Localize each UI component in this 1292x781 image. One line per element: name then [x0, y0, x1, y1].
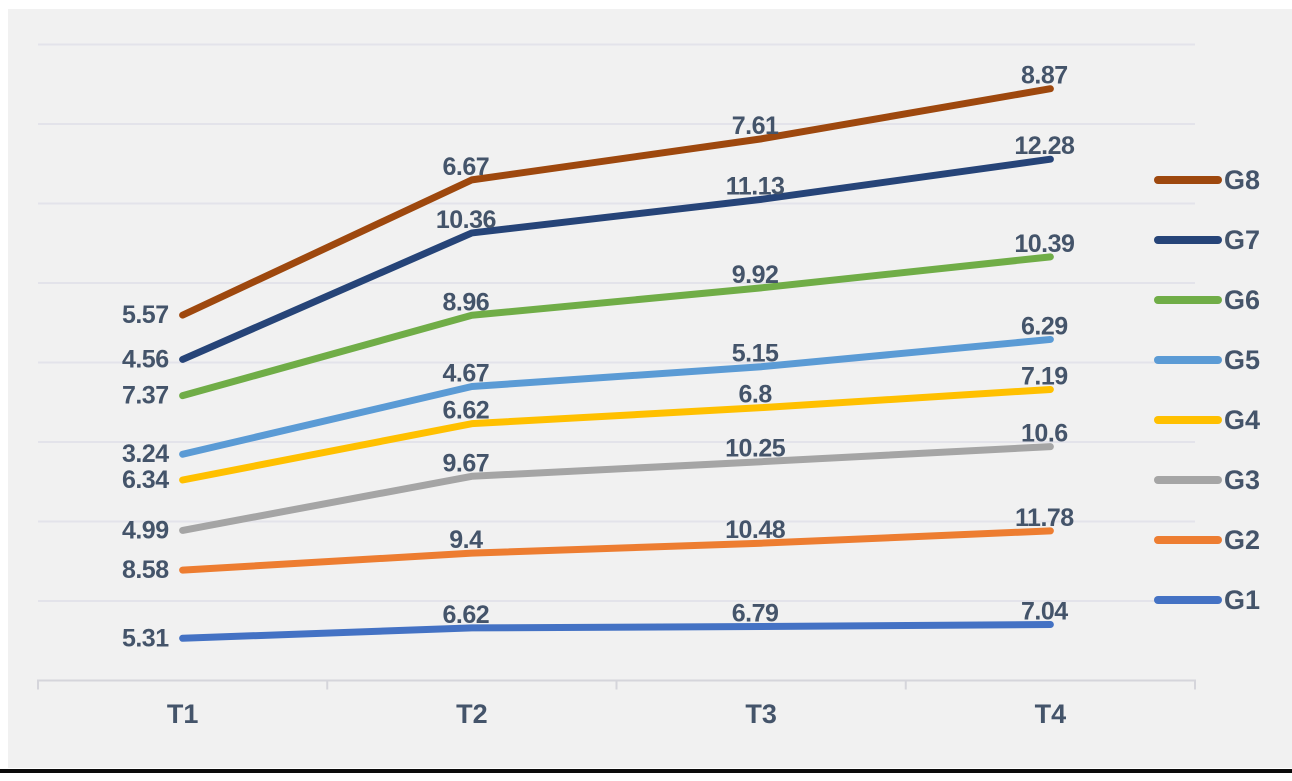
data-label-G4-T1: 6.34 — [122, 466, 169, 494]
data-label-G5-T4: 6.29 — [1021, 312, 1068, 340]
series-line-G8[interactable] — [179, 85, 1054, 319]
series-line-G3[interactable] — [179, 443, 1054, 534]
data-label-G7-T3: 11.13 — [726, 172, 785, 200]
data-label-G5-T1: 3.24 — [122, 440, 169, 468]
series-line-G4[interactable] — [179, 385, 1054, 484]
data-label-G3-T4: 10.6 — [1021, 420, 1068, 448]
data-label-G6-T1: 7.37 — [122, 382, 169, 410]
legend-label-G2[interactable]: G2 — [1224, 525, 1260, 555]
chart-plot-background — [8, 9, 1292, 768]
data-label-G8-T2: 6.67 — [443, 153, 490, 181]
data-label-G2-T3: 10.48 — [725, 516, 786, 544]
data-label-G7-T1: 4.56 — [122, 345, 169, 373]
data-label-G2-T1: 8.58 — [122, 556, 169, 584]
data-label-G1-T4: 7.04 — [1021, 598, 1068, 626]
page-bottom-border — [0, 769, 1292, 773]
data-label-G5-T3: 5.15 — [732, 340, 779, 368]
series-line-G7[interactable] — [179, 155, 1054, 363]
legend-label-G1[interactable]: G1 — [1224, 585, 1260, 615]
data-label-G4-T4: 7.19 — [1021, 362, 1068, 390]
data-label-G6-T3: 9.92 — [732, 261, 779, 289]
data-label-G8-T4: 8.87 — [1021, 62, 1068, 90]
legend-label-G3[interactable]: G3 — [1224, 465, 1260, 495]
data-label-G5-T2: 4.67 — [443, 360, 490, 388]
x-axis-label-T1: T1 — [167, 699, 199, 729]
series-line-G1[interactable] — [179, 621, 1054, 642]
legend-label-G4[interactable]: G4 — [1224, 405, 1260, 435]
data-label-G4-T2: 6.62 — [443, 397, 490, 425]
legend-label-G8[interactable]: G8 — [1224, 165, 1260, 195]
data-label-G8-T1: 5.57 — [122, 301, 169, 329]
data-label-G7-T4: 12.28 — [1014, 132, 1075, 160]
legend-label-G7[interactable]: G7 — [1224, 225, 1260, 255]
data-label-G6-T2: 8.96 — [443, 288, 490, 316]
data-label-G3-T2: 9.67 — [443, 449, 490, 477]
series-line-G6[interactable] — [179, 253, 1054, 400]
data-label-G2-T2: 9.4 — [449, 526, 483, 554]
data-label-G8-T3: 7.61 — [732, 112, 779, 140]
data-label-G2-T4: 11.78 — [1015, 504, 1074, 532]
data-label-G7-T2: 10.36 — [436, 206, 496, 234]
data-label-G3-T3: 10.25 — [725, 435, 786, 463]
legend-label-G5[interactable]: G5 — [1224, 345, 1260, 375]
x-axis-label-T2: T2 — [456, 699, 488, 729]
series-line-G5[interactable] — [179, 335, 1054, 458]
data-label-G1-T3: 6.79 — [732, 600, 779, 628]
x-axis-label-T4: T4 — [1035, 699, 1067, 729]
x-axis-label-T3: T3 — [745, 699, 777, 729]
data-label-G1-T2: 6.62 — [443, 601, 490, 629]
series-line-G2[interactable] — [179, 527, 1054, 574]
data-label-G1-T1: 5.31 — [122, 624, 169, 652]
data-label-G6-T4: 10.39 — [1014, 230, 1074, 258]
data-label-G3-T1: 4.99 — [122, 516, 169, 544]
data-label-G4-T3: 6.8 — [738, 381, 772, 409]
legend-label-G6[interactable]: G6 — [1224, 285, 1260, 315]
